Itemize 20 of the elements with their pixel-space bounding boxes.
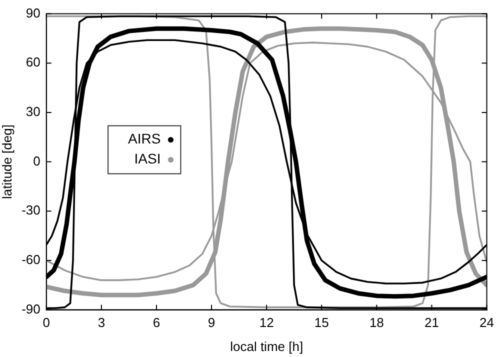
legend-label: IASI (134, 150, 161, 167)
x-tick-label: 3 (98, 315, 106, 330)
x-tick-label: 9 (208, 315, 216, 330)
x-tick-label: 6 (152, 315, 160, 330)
y-tick-label: -60 (22, 252, 40, 268)
y-tick-label: 0 (33, 153, 40, 168)
y-tick-label: -90 (22, 301, 40, 316)
legend-label: AIRS (128, 130, 161, 147)
x-axis-title: local time [h] (230, 338, 304, 354)
x-tick-label: 18 (369, 315, 384, 330)
x-tick-label: 15 (314, 315, 329, 330)
x-tick-label: 21 (424, 315, 439, 330)
y-axis-title: latitude [deg] (0, 124, 14, 200)
y-tick-label: -30 (22, 202, 40, 218)
y-tick-label: 90 (26, 5, 40, 20)
x-tick-label: 24 (480, 315, 494, 330)
y-tick-label: 30 (26, 104, 40, 120)
x-tick-label: 12 (259, 315, 274, 330)
y-tick-label: 60 (26, 54, 40, 70)
x-tick-label: 0 (42, 315, 50, 330)
